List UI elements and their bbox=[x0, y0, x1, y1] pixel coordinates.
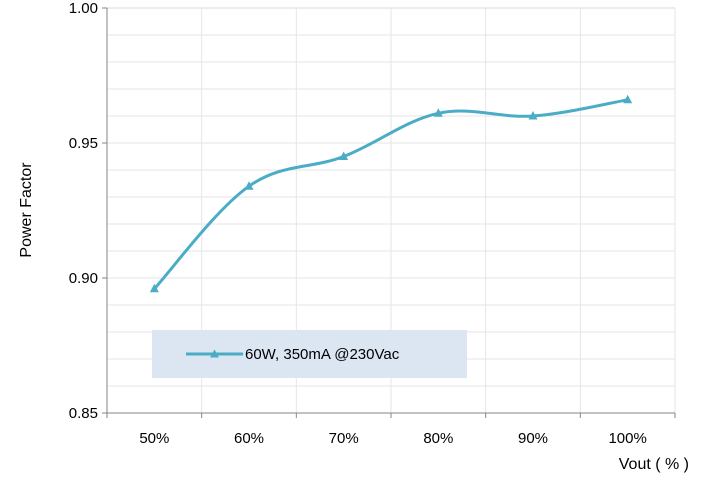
x-tick-label: 80% bbox=[423, 430, 453, 447]
axes bbox=[102, 7, 676, 418]
data-point-marker bbox=[339, 151, 349, 160]
y-axis-title: Power Factor bbox=[18, 162, 35, 258]
legend-marker-icon bbox=[210, 349, 219, 358]
legend-label: 60W, 350mA @230Vac bbox=[245, 346, 400, 363]
x-tick-label: 60% bbox=[234, 430, 264, 447]
legend: 60W, 350mA @230Vac bbox=[152, 330, 467, 378]
data-point-marker bbox=[528, 111, 538, 120]
x-tick-label: 100% bbox=[608, 430, 646, 447]
x-tick-labels: 50% 60% 70% 80% 90% 100% bbox=[139, 430, 647, 447]
data-point-marker bbox=[623, 94, 633, 104]
series-line bbox=[153, 98, 628, 290]
series-layer bbox=[149, 94, 633, 293]
data-point-marker bbox=[149, 283, 159, 293]
data-point-marker bbox=[244, 181, 254, 190]
gridlines bbox=[107, 7, 676, 413]
x-tick-label: 70% bbox=[329, 430, 359, 447]
y-tick-label: 0.85 bbox=[69, 405, 98, 422]
y-tick-label: 1.00 bbox=[69, 0, 98, 17]
y-tick-label: 0.90 bbox=[69, 270, 98, 287]
x-tick-label: 50% bbox=[139, 430, 169, 447]
y-tick-label: 0.95 bbox=[69, 135, 98, 152]
data-point-marker bbox=[433, 108, 443, 117]
x-tick-label: 90% bbox=[518, 430, 548, 447]
x-axis-title: Vout ( % ) bbox=[619, 456, 689, 473]
y-tick-labels: 0.85 0.90 0.95 1.00 bbox=[69, 0, 98, 422]
